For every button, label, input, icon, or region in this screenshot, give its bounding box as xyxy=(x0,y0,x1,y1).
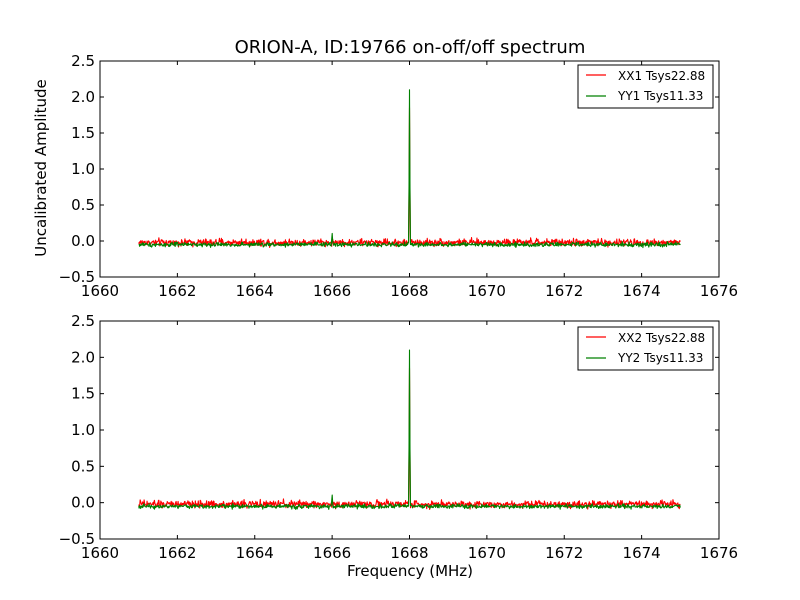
x-axis-label: Frequency (MHz) xyxy=(347,562,473,580)
top-legend-box xyxy=(577,64,714,109)
x-tick-label: 1666 xyxy=(313,544,351,562)
y-tick-label: −0.5 xyxy=(59,530,95,548)
top-legend: XX1 Tsys22.88 YY1 Tsys11.33 xyxy=(577,64,714,109)
y-tick-label: 0.5 xyxy=(71,196,95,214)
x-tick-label: 1668 xyxy=(390,282,428,300)
x-tick-label: 1666 xyxy=(313,282,351,300)
bottom-legend: XX2 Tsys22.88 YY2 Tsys11.33 xyxy=(577,326,714,371)
top-legend-label-xx1: XX1 Tsys22.88 xyxy=(618,69,705,83)
bottom-legend-box xyxy=(577,326,714,371)
bottom-plot-area: 1660 1662 1664 1666 1668 1670 1672 1674 1676 −0.5… xyxy=(59,312,739,562)
x-tick-label: 1660 xyxy=(81,544,119,562)
x-tick-label: 1672 xyxy=(545,282,583,300)
y-tick-label: 0.5 xyxy=(71,457,95,475)
y-tick-label: 1.5 xyxy=(71,124,95,142)
series-line-yy1 xyxy=(138,89,681,249)
y-tick-label: 2.0 xyxy=(71,88,95,106)
y-tick-label: 1.0 xyxy=(71,160,95,178)
x-tick-label: 1664 xyxy=(236,544,274,562)
y-tick-label: 0.0 xyxy=(71,494,95,512)
x-tick-label: 1674 xyxy=(623,282,661,300)
series-line-yy2 xyxy=(138,349,681,510)
y-tick-label: −0.5 xyxy=(59,268,95,286)
y-tick-label: 0.0 xyxy=(71,232,95,250)
y-tick-label: 2.0 xyxy=(71,348,95,366)
x-tick-label: 1660 xyxy=(81,282,119,300)
bottom-legend-label-yy2: YY2 Tsys11.33 xyxy=(617,351,703,365)
y-tick-label: 1.5 xyxy=(71,385,95,403)
bottom-spectrum-panel: Frequency (MHz) 1660 1662 1664 1666 1668 1670… xyxy=(59,312,739,580)
x-tick-label: 1670 xyxy=(468,544,506,562)
y-tick-label: 2.5 xyxy=(71,52,95,70)
x-tick-label: 1674 xyxy=(623,544,661,562)
x-tick-label: 1676 xyxy=(700,544,738,562)
top-plot-area: 1660 1662 1664 1666 1668 1670 1672 1674 1676 −0.5… xyxy=(59,52,739,300)
y-axis-label: Uncalibrated Amplitude xyxy=(32,79,50,256)
chart-title: ORION-A, ID:19766 on-off/off spectrum xyxy=(235,37,586,58)
top-legend-label-yy1: YY1 Tsys11.33 xyxy=(617,89,703,103)
bottom-legend-label-xx2: XX2 Tsys22.88 xyxy=(618,331,705,345)
y-tick-label: 2.5 xyxy=(71,312,95,330)
top-spectrum-panel: ORION-A, ID:19766 on-off/off spectrum Un… xyxy=(32,37,738,300)
y-tick-label: 1.0 xyxy=(71,421,95,439)
x-tick-label: 1662 xyxy=(158,282,196,300)
x-tick-label: 1670 xyxy=(468,282,506,300)
x-tick-label: 1672 xyxy=(545,544,583,562)
x-tick-label: 1662 xyxy=(158,544,196,562)
x-tick-label: 1668 xyxy=(390,544,428,562)
x-tick-label: 1676 xyxy=(700,282,738,300)
x-tick-label: 1664 xyxy=(236,282,274,300)
